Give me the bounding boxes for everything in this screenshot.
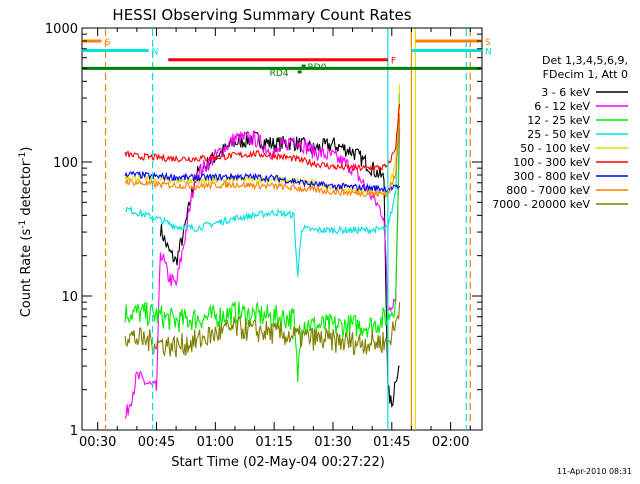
legend-label-3: 25 - 50 keV <box>527 128 590 141</box>
legend-label-1: 6 - 12 keV <box>534 100 590 113</box>
legend: Det 1,3,4,5,6,9, FDecim 1, Att 0 3 - 6 k… <box>492 54 628 211</box>
flag-label-3: N <box>485 47 492 57</box>
x-tick-label-1: 00:45 <box>138 435 175 450</box>
y-axis-label: Count Rate (s-1 detector-1) <box>18 147 34 318</box>
plot-frame <box>81 27 483 431</box>
series-line-1 <box>124 127 401 419</box>
x-tick-label-2: 01:00 <box>197 435 234 450</box>
y-tick-label-2: 100 <box>53 156 78 171</box>
x-tick-label-6: 02:00 <box>432 435 469 450</box>
y-tick-label-3: 1000 <box>45 22 78 37</box>
series-line-2 <box>124 116 401 383</box>
series-line-6 <box>124 170 401 194</box>
legend-header-line-2: FDecim 1, Att 0 <box>543 68 628 81</box>
legend-label-7: 800 - 7000 keV <box>506 184 590 197</box>
x-tick-label-0: 00:30 <box>79 435 116 450</box>
legend-label-2: 12 - 25 keV <box>527 114 590 127</box>
flag-label-6: RD4 <box>270 69 289 79</box>
x-tick-label-5: 01:45 <box>373 435 410 450</box>
y-axis-label-main: Count Rate (s <box>19 229 34 318</box>
x-tick-label-3: 01:15 <box>255 435 292 450</box>
series-line-4 <box>124 84 401 198</box>
flag-label-2: N <box>152 47 159 57</box>
legend-label-5: 100 - 300 keV <box>513 156 590 169</box>
flag-label-4: F <box>391 57 396 67</box>
y-tick-label-0: 1 <box>70 424 78 439</box>
y-axis-label-end: ) <box>19 147 34 152</box>
y-axis-label-sup1: -1 <box>18 220 28 229</box>
legend-label-8: 7000 - 20000 keV <box>492 198 590 211</box>
x-tick-label-4: 01:30 <box>314 435 351 450</box>
chart-title: HESSI Observing Summary Count Rates <box>112 6 411 24</box>
series-line-5 <box>124 104 401 173</box>
series-line-3 <box>124 92 401 277</box>
series-line-8 <box>124 302 401 358</box>
x-axis-label: Start Time (02-May-04 00:27:22) <box>171 455 385 470</box>
flag-label-0: S <box>105 38 111 48</box>
legend-label-0: 3 - 6 keV <box>541 86 590 99</box>
series-line-0 <box>159 130 400 408</box>
series-line-7 <box>124 113 401 199</box>
legend-header-line-1: Det 1,3,4,5,6,9, <box>542 54 628 67</box>
legend-label-4: 50 - 100 keV <box>520 142 590 155</box>
flag-label-1: S <box>485 38 491 48</box>
y-tick-label-1: 10 <box>61 290 78 305</box>
generation-timestamp: 11-Apr-2010 08:31 <box>557 467 632 476</box>
y-axis-label-sup2: -1 <box>18 152 28 161</box>
legend-label-6: 300 - 800 keV <box>513 170 590 183</box>
y-axis-label-mid: detector <box>19 160 34 220</box>
